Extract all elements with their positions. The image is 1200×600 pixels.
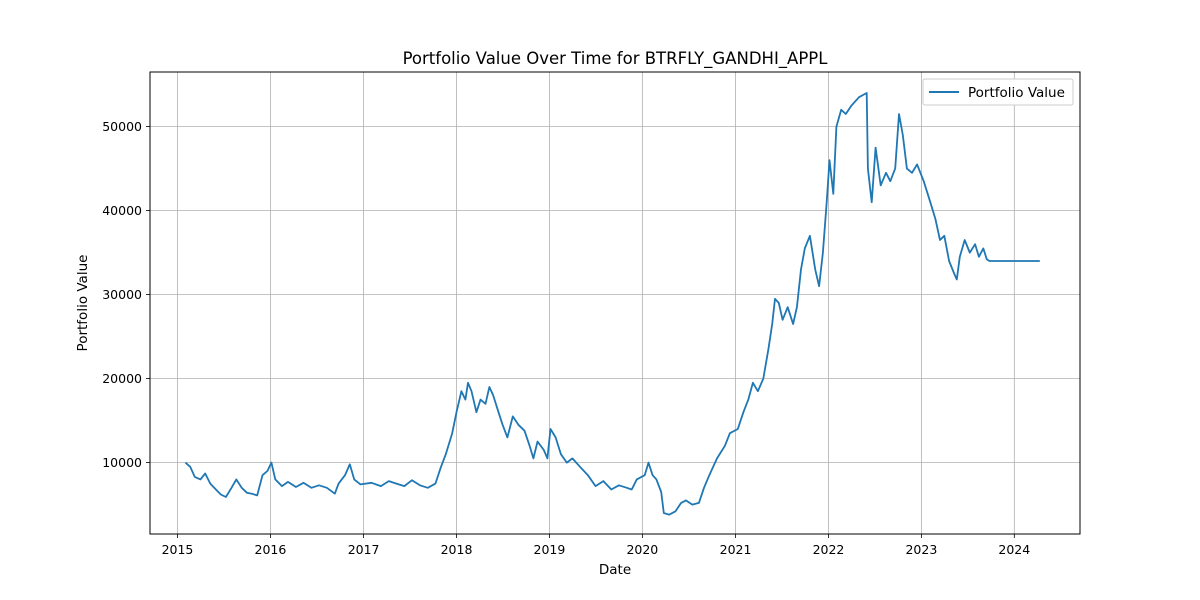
legend-box [922,78,1074,106]
legend: Portfolio Value [922,78,1074,106]
axis-ticks: 2015 2016 2017 2018 2019 2020 2021 2022 2023 2024… [102,119,1030,557]
y-tick-label: 50000 [102,119,142,134]
x-tick-label: 2022 [813,542,845,557]
x-tick-label: 2021 [720,542,752,557]
chart-title: Portfolio Value Over Time for BTRFLY_GAN… [403,49,829,69]
x-tick-label: 2023 [905,542,937,557]
x-tick-label: 2016 [255,542,287,557]
legend-label: Portfolio Value [968,85,1065,101]
x-tick-label: 2015 [162,542,194,557]
portfolio-value-line [184,92,1040,516]
y-tick-label: 30000 [102,287,142,302]
x-axis-label: Date [599,562,631,578]
x-tick-label: 2019 [534,542,566,557]
grid-lines [150,72,1080,534]
x-tick-label: 2024 [998,542,1030,557]
y-tick-label: 20000 [102,371,142,386]
y-axis-label: Portfolio Value [75,255,91,352]
plot-frame [149,71,1081,535]
x-tick-label: 2017 [348,542,380,557]
x-tick-label: 2018 [441,542,473,557]
y-tick-label: 40000 [102,203,142,218]
x-tick-label: 2020 [626,542,658,557]
y-tick-label: 10000 [102,455,142,470]
plot-area-background [150,72,1080,534]
